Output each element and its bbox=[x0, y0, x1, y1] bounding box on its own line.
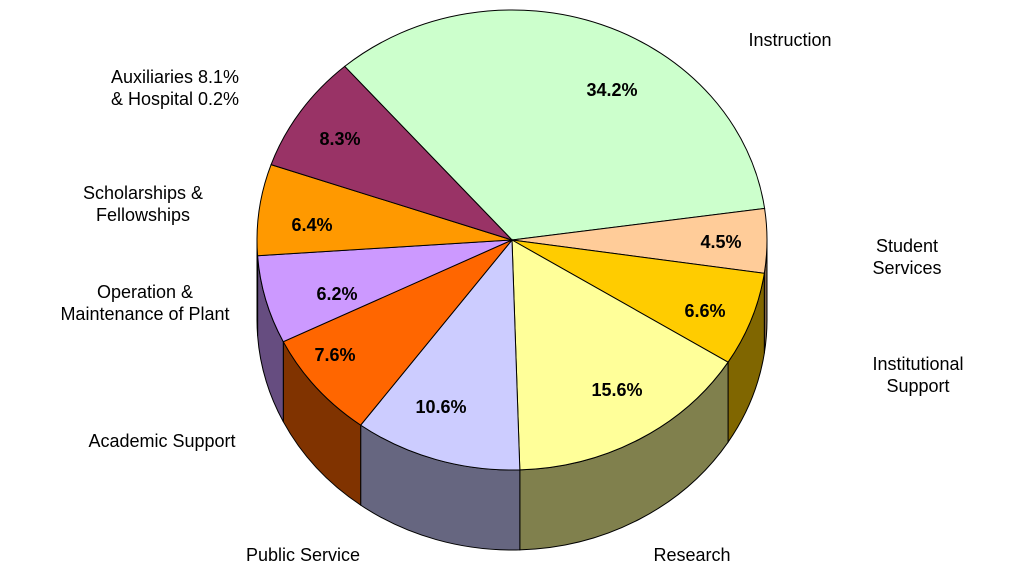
value-label: 6.6% bbox=[684, 301, 726, 321]
value-label: 7.6% bbox=[314, 345, 356, 365]
category-label: Institutional Support bbox=[872, 354, 964, 396]
category-label: Public Service bbox=[245, 545, 361, 565]
value-label: 4.5% bbox=[700, 232, 742, 252]
category-label: Auxiliaries 8.1% & Hospital 0.2% bbox=[110, 67, 240, 109]
value-label: 15.6% bbox=[591, 380, 643, 400]
category-label: Student Services bbox=[872, 236, 942, 278]
category-label: Scholarships & Fellowships bbox=[82, 183, 204, 225]
category-label: Operation & Maintenance of Plant bbox=[60, 282, 230, 324]
slice bbox=[359, 238, 521, 471]
category-label: Instruction bbox=[748, 30, 832, 50]
value-label: 6.2% bbox=[316, 284, 358, 304]
value-label: 6.4% bbox=[291, 215, 333, 235]
value-label: 8.3% bbox=[319, 129, 361, 149]
slice bbox=[511, 239, 729, 471]
value-label: 34.2% bbox=[586, 80, 638, 100]
category-label: Academic Support bbox=[88, 431, 236, 451]
slice bbox=[270, 65, 513, 241]
slice bbox=[343, 9, 766, 241]
slice bbox=[282, 239, 513, 426]
value-label: 10.6% bbox=[415, 397, 467, 417]
category-label: Research bbox=[653, 545, 731, 565]
